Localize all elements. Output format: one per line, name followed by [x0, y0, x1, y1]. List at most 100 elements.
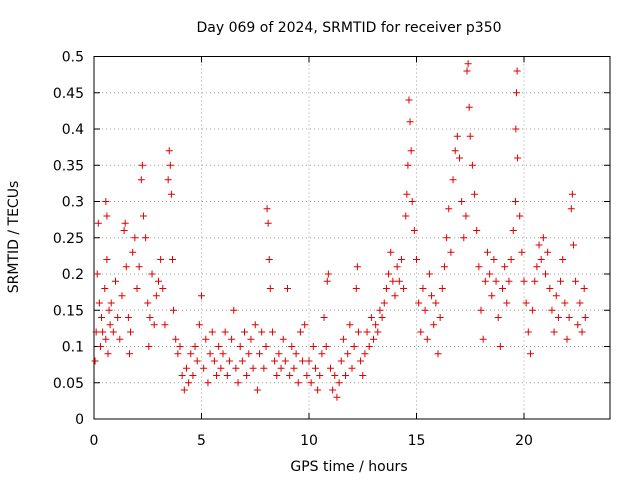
data-point	[135, 263, 143, 271]
data-point	[463, 67, 471, 75]
data-point	[568, 190, 576, 198]
data-point	[449, 176, 457, 184]
data-point	[279, 335, 287, 343]
data-point	[430, 321, 438, 329]
data-point	[236, 343, 244, 350]
data-point	[234, 379, 242, 387]
data-point	[116, 335, 124, 343]
data-point	[529, 306, 537, 314]
data-point	[576, 299, 584, 307]
data-point	[410, 227, 418, 234]
data-point	[286, 372, 294, 379]
data-point	[174, 350, 182, 358]
data-point	[443, 234, 451, 242]
data-point	[361, 350, 369, 358]
data-point	[501, 263, 509, 271]
y-tick-label: 0.45	[53, 86, 84, 102]
x-tick-label: 5	[197, 433, 206, 449]
data-point	[138, 161, 146, 169]
data-point	[402, 212, 410, 220]
data-point	[471, 190, 479, 198]
data-point	[256, 350, 264, 358]
data-point	[486, 270, 494, 278]
data-point	[290, 364, 298, 372]
data-point	[180, 386, 188, 394]
data-point	[512, 125, 520, 133]
data-point	[178, 372, 186, 379]
data-point	[339, 335, 347, 343]
data-point	[400, 285, 408, 292]
data-point	[318, 350, 326, 358]
data-point	[217, 364, 225, 372]
data-point	[247, 335, 255, 343]
data-point	[365, 343, 373, 350]
data-point	[99, 328, 107, 336]
data-point	[103, 256, 111, 263]
data-point	[208, 328, 216, 336]
data-point	[112, 277, 119, 285]
data-point	[106, 321, 114, 329]
data-point	[331, 372, 339, 379]
data-point	[91, 357, 99, 365]
data-point	[251, 321, 259, 329]
data-point	[460, 234, 468, 242]
data-point	[337, 357, 345, 365]
data-point	[314, 386, 322, 394]
data-point	[436, 314, 444, 321]
data-point	[311, 364, 319, 372]
data-point	[118, 292, 126, 300]
data-point	[438, 285, 446, 292]
data-point	[129, 248, 137, 256]
x-axis-label: GPS time / hours	[290, 459, 407, 475]
data-point	[333, 393, 341, 401]
y-tick-label: 0.5	[62, 50, 84, 66]
data-point	[496, 343, 504, 350]
data-point	[249, 364, 257, 372]
plot-frame	[93, 56, 611, 420]
data-point	[417, 328, 425, 336]
data-point	[539, 234, 547, 242]
data-point	[524, 328, 532, 336]
data-point	[389, 277, 397, 285]
data-point	[103, 212, 111, 220]
data-point	[503, 299, 511, 307]
data-point	[451, 147, 459, 155]
y-tick-label: 0	[75, 412, 84, 428]
data-point	[391, 292, 399, 300]
data-point	[275, 350, 283, 358]
data-point	[546, 285, 554, 292]
y-axis-label: SRMTID / TECUs	[6, 181, 22, 294]
data-point	[101, 285, 109, 292]
data-point	[320, 314, 328, 321]
data-point	[93, 270, 101, 278]
data-point	[415, 299, 423, 307]
data-point	[124, 314, 132, 321]
data-point	[397, 256, 405, 263]
data-point	[322, 343, 330, 350]
data-point	[161, 321, 169, 329]
data-points	[91, 60, 589, 401]
data-point	[421, 306, 429, 314]
data-point	[492, 277, 500, 285]
data-point	[514, 154, 522, 162]
data-point	[440, 263, 448, 271]
axis-ticks	[93, 56, 610, 420]
data-point	[105, 306, 113, 314]
data-point	[423, 335, 431, 343]
data-point	[518, 248, 526, 256]
data-point	[238, 357, 246, 365]
data-point	[550, 328, 558, 336]
data-point	[408, 198, 416, 205]
data-point	[262, 343, 270, 350]
data-point	[264, 219, 272, 227]
data-point	[533, 263, 541, 271]
data-point	[419, 285, 427, 292]
data-point	[335, 379, 343, 387]
data-point	[376, 306, 384, 314]
data-point	[219, 350, 227, 358]
data-point	[494, 314, 502, 321]
data-point	[260, 364, 268, 372]
data-point	[507, 256, 515, 263]
data-point	[468, 161, 476, 169]
data-point	[96, 343, 104, 350]
